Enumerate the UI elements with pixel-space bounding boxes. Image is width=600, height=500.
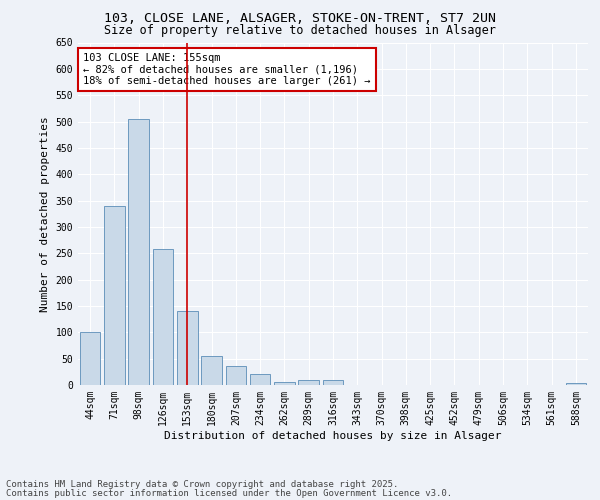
Bar xyxy=(566,384,586,385)
Bar xyxy=(104,206,125,385)
Bar xyxy=(152,249,173,385)
Text: Size of property relative to detached houses in Alsager: Size of property relative to detached ho… xyxy=(104,24,496,37)
Bar xyxy=(298,380,319,385)
Bar xyxy=(128,119,149,385)
Text: Contains public sector information licensed under the Open Government Licence v3: Contains public sector information licen… xyxy=(6,488,452,498)
Bar xyxy=(250,374,271,385)
Bar xyxy=(226,366,246,385)
Bar xyxy=(177,311,197,385)
Bar xyxy=(274,382,295,385)
Y-axis label: Number of detached properties: Number of detached properties xyxy=(40,116,50,312)
Text: 103, CLOSE LANE, ALSAGER, STOKE-ON-TRENT, ST7 2UN: 103, CLOSE LANE, ALSAGER, STOKE-ON-TRENT… xyxy=(104,12,496,26)
Bar xyxy=(80,332,100,385)
Text: Contains HM Land Registry data © Crown copyright and database right 2025.: Contains HM Land Registry data © Crown c… xyxy=(6,480,398,489)
X-axis label: Distribution of detached houses by size in Alsager: Distribution of detached houses by size … xyxy=(164,430,502,440)
Bar xyxy=(323,380,343,385)
Text: 103 CLOSE LANE: 155sqm
← 82% of detached houses are smaller (1,196)
18% of semi-: 103 CLOSE LANE: 155sqm ← 82% of detached… xyxy=(83,53,371,86)
Bar xyxy=(201,356,222,385)
